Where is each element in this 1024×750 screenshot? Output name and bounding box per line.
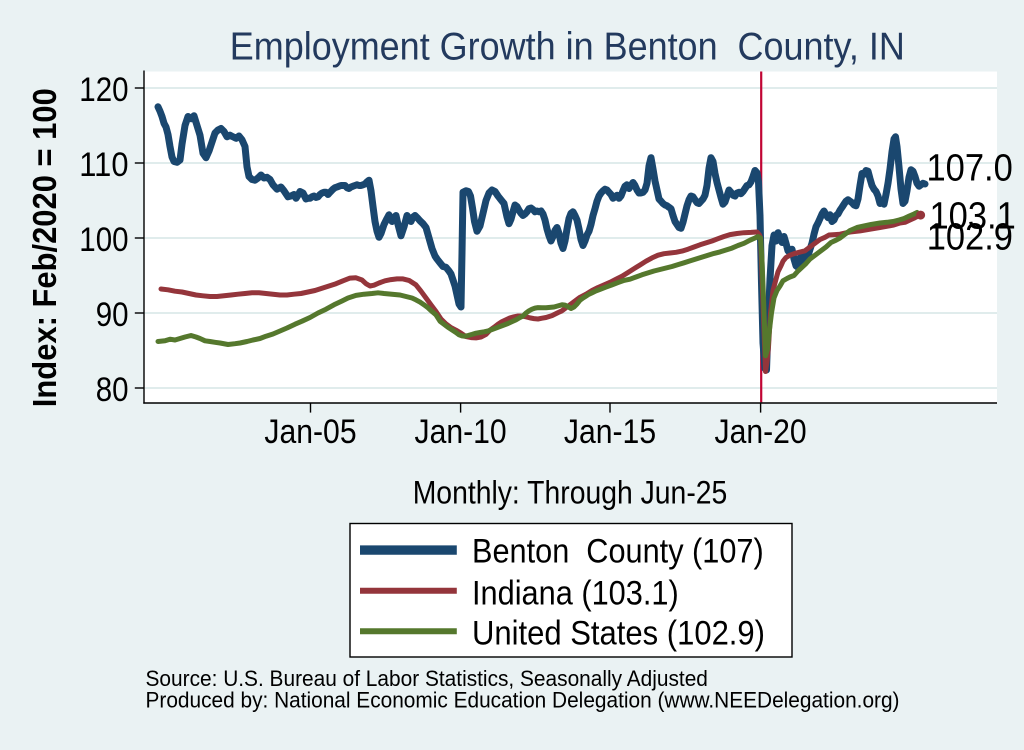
svg-text:102.9: 102.9 [927, 216, 1013, 259]
svg-text:Employment Growth in Benton C: Employment Growth in Benton County, IN [230, 26, 905, 69]
svg-text:Jan-10: Jan-10 [415, 413, 507, 451]
svg-text:Jan-20: Jan-20 [715, 413, 807, 451]
svg-text:Jan-05: Jan-05 [264, 413, 356, 451]
svg-text:Indiana (103.1): Indiana (103.1) [472, 575, 679, 613]
svg-text:Benton County (107): Benton County (107) [472, 533, 764, 571]
svg-text:107.0: 107.0 [927, 147, 1013, 190]
svg-text:90: 90 [96, 296, 129, 334]
svg-text:103.1: 103.1 [930, 194, 1016, 237]
svg-text:Jan-15: Jan-15 [564, 413, 656, 451]
svg-text:80: 80 [96, 371, 129, 409]
svg-text:Index: Feb/2020 = 100: Index: Feb/2020 = 100 [26, 88, 63, 407]
svg-text:100: 100 [79, 221, 128, 259]
svg-text:United States (102.9): United States (102.9) [472, 615, 765, 653]
svg-text:Produced by: National Economic: Produced by: National Economic Education… [146, 688, 900, 713]
svg-text:Monthly: Through Jun-25: Monthly: Through Jun-25 [413, 475, 728, 511]
svg-text:110: 110 [79, 146, 128, 184]
svg-text:120: 120 [79, 71, 128, 109]
svg-text:Source: U.S. Bureau of Labor S: Source: U.S. Bureau of Labor Statistics,… [146, 666, 708, 691]
